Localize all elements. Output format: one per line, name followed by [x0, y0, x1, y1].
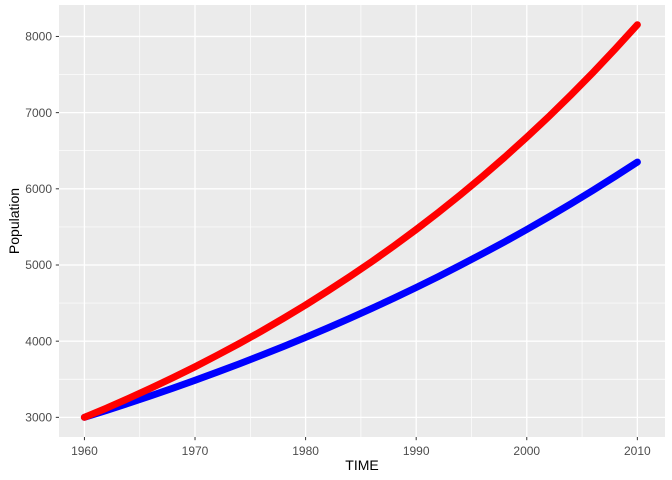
x-tick-label: 2010 — [624, 444, 651, 458]
blue-growth-curve — [80, 158, 641, 421]
minor-gridlines — [59, 5, 665, 437]
x-tick-label: 1970 — [182, 444, 209, 458]
y-tick-label: 4000 — [25, 334, 52, 348]
x-axis-title: TIME — [345, 457, 378, 473]
y-axis-title: Population — [6, 188, 22, 254]
y-tick-label: 7000 — [25, 106, 52, 120]
x-tick-label: 2000 — [513, 444, 540, 458]
y-tick-label: 8000 — [25, 30, 52, 44]
axis-tick-marks — [55, 35, 638, 441]
plot-panel — [59, 5, 665, 437]
x-tick-label: 1980 — [292, 444, 319, 458]
y-tick-label: 3000 — [25, 411, 52, 425]
y-tick-label: 6000 — [25, 182, 52, 196]
axis-tick-labels: 1960 1970 1980 1990 2000 2010 3000 4000 5000 6000… — [25, 30, 651, 458]
x-tick-label: 1960 — [71, 444, 98, 458]
red-growth-curve — [80, 21, 641, 421]
data-series — [80, 21, 641, 421]
major-gridlines — [59, 5, 665, 437]
x-tick-label: 1990 — [403, 444, 430, 458]
y-tick-label: 5000 — [25, 258, 52, 272]
